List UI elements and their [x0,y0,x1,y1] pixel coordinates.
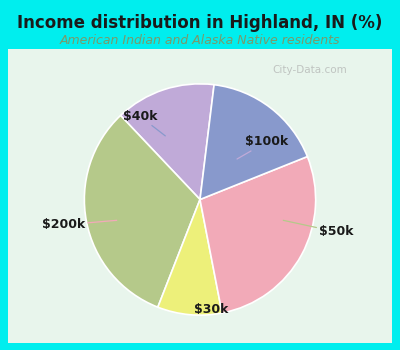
Text: $30k: $30k [194,271,229,316]
Text: American Indian and Alaska Native residents: American Indian and Alaska Native reside… [60,34,340,47]
Wedge shape [200,85,307,200]
Text: $50k: $50k [283,220,354,238]
Wedge shape [120,84,214,200]
Text: $200k: $200k [42,218,117,231]
Text: City-Data.com: City-Data.com [272,65,347,75]
Wedge shape [158,199,222,315]
Text: $40k: $40k [123,110,165,136]
Wedge shape [200,156,316,313]
Text: $100k: $100k [237,135,289,159]
Text: Income distribution in Highland, IN (%): Income distribution in Highland, IN (%) [17,14,383,32]
Wedge shape [84,116,200,307]
